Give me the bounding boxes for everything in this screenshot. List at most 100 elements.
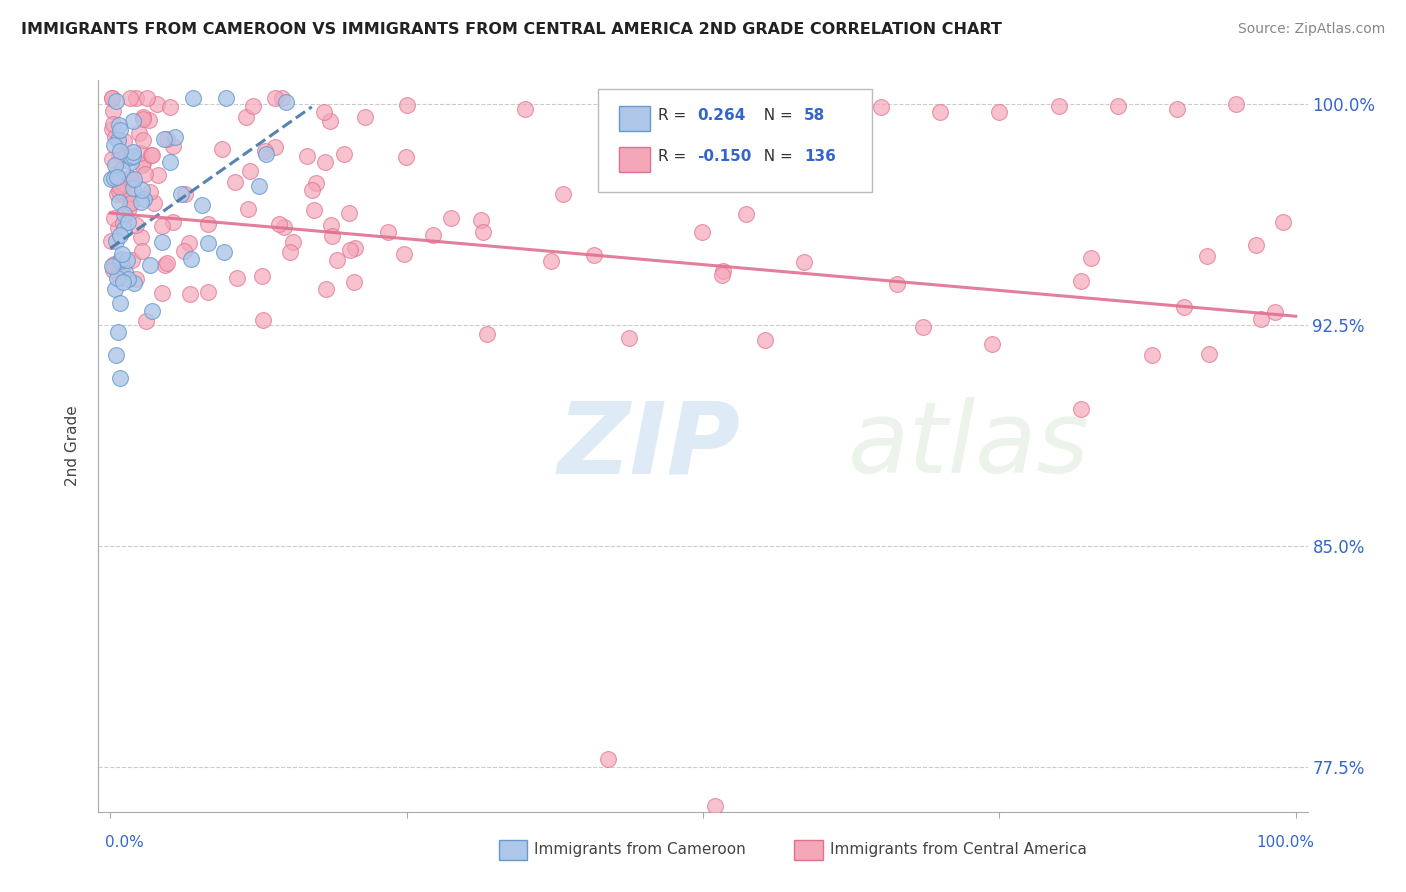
Point <box>319 218 342 232</box>
Point <box>131 244 153 258</box>
Point <box>118 196 141 211</box>
Text: 0.0%: 0.0% <box>105 836 145 850</box>
Point <box>118 91 141 105</box>
Point <box>122 113 145 128</box>
Point <box>105 169 128 184</box>
Point <box>337 205 360 219</box>
Point <box>1166 102 1188 116</box>
Point <box>122 277 145 291</box>
Point <box>141 148 163 162</box>
Point <box>343 275 366 289</box>
Point <box>326 252 349 267</box>
Point <box>150 235 173 249</box>
Point <box>690 225 713 239</box>
Point <box>173 244 195 258</box>
Point <box>392 247 415 261</box>
Point <box>339 243 361 257</box>
Point <box>110 252 132 266</box>
Point <box>264 140 287 154</box>
Point <box>159 155 181 169</box>
Point <box>107 221 129 235</box>
Point <box>280 244 302 259</box>
Point <box>100 234 122 248</box>
Point <box>247 179 270 194</box>
Text: R =: R = <box>658 149 692 163</box>
Point <box>117 172 139 186</box>
Point <box>120 173 142 187</box>
Point <box>132 110 155 124</box>
Text: N =: N = <box>754 149 797 163</box>
Text: 136: 136 <box>804 149 837 163</box>
Text: Immigrants from Cameroon: Immigrants from Cameroon <box>534 842 747 856</box>
Point <box>104 158 127 172</box>
Text: N =: N = <box>754 108 797 122</box>
Text: 58: 58 <box>804 108 825 122</box>
Point <box>264 91 287 105</box>
Point <box>146 168 169 182</box>
Point <box>138 112 160 127</box>
Text: 0.264: 0.264 <box>697 108 745 122</box>
Point <box>104 282 127 296</box>
Point <box>239 164 262 178</box>
Point <box>735 207 758 221</box>
Point <box>655 121 678 136</box>
Point <box>1047 99 1070 113</box>
Point <box>318 113 340 128</box>
Point <box>100 172 122 186</box>
Point <box>1272 215 1295 229</box>
Point <box>141 304 163 318</box>
Point <box>105 270 128 285</box>
Y-axis label: 2nd Grade: 2nd Grade <box>65 406 80 486</box>
Point <box>101 91 124 105</box>
Point <box>163 129 186 144</box>
Point <box>101 122 124 136</box>
Point <box>332 147 354 161</box>
Point <box>321 228 343 243</box>
Point <box>131 183 153 197</box>
Point <box>101 91 124 105</box>
Text: atlas: atlas <box>848 398 1090 494</box>
Point <box>114 265 136 279</box>
Point <box>215 91 238 105</box>
Point <box>139 148 162 162</box>
Point <box>136 91 159 105</box>
Point <box>103 211 125 225</box>
Point <box>472 225 495 239</box>
Point <box>314 155 336 169</box>
Point <box>422 227 444 242</box>
Point <box>169 187 191 202</box>
Point <box>197 285 219 300</box>
Point <box>869 100 891 114</box>
Text: Immigrants from Central America: Immigrants from Central America <box>830 842 1087 856</box>
Point <box>394 151 416 165</box>
Point <box>134 167 156 181</box>
Point <box>751 101 773 115</box>
Point <box>197 217 219 231</box>
Point <box>121 253 143 268</box>
Point <box>122 181 145 195</box>
Text: R =: R = <box>658 108 692 122</box>
Point <box>152 132 174 146</box>
Point <box>1173 300 1195 314</box>
Point <box>273 220 295 235</box>
Point <box>105 347 128 361</box>
Point <box>1244 238 1267 252</box>
Point <box>713 263 735 277</box>
Point <box>114 153 136 168</box>
Point <box>142 196 165 211</box>
Point <box>131 194 153 209</box>
Point <box>1195 249 1218 263</box>
Point <box>235 110 257 124</box>
Point <box>107 325 129 339</box>
Point <box>315 282 337 296</box>
Point <box>103 138 125 153</box>
Point <box>197 235 219 250</box>
Point <box>470 213 492 227</box>
Point <box>112 207 135 221</box>
Text: ZIP: ZIP <box>558 398 741 494</box>
Point <box>107 184 129 198</box>
Point <box>703 798 725 813</box>
Point <box>108 148 131 162</box>
Point <box>211 142 233 156</box>
Point <box>121 155 143 169</box>
